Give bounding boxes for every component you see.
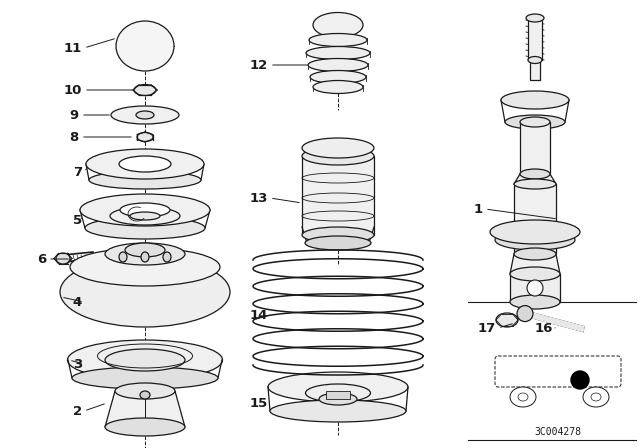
Text: 12: 12 <box>250 59 268 72</box>
Text: 2: 2 <box>73 405 82 418</box>
Ellipse shape <box>115 383 175 399</box>
Ellipse shape <box>302 147 374 165</box>
Ellipse shape <box>60 257 230 327</box>
Ellipse shape <box>310 70 366 83</box>
Ellipse shape <box>130 212 160 220</box>
Ellipse shape <box>319 393 357 405</box>
Ellipse shape <box>119 252 127 262</box>
FancyBboxPatch shape <box>495 356 621 387</box>
Bar <box>514 184 556 254</box>
Text: 10: 10 <box>63 83 82 96</box>
Ellipse shape <box>105 349 185 371</box>
Ellipse shape <box>514 248 556 260</box>
Ellipse shape <box>308 59 368 72</box>
Ellipse shape <box>305 236 371 250</box>
Ellipse shape <box>591 393 601 401</box>
Bar <box>530 60 540 80</box>
Ellipse shape <box>89 171 201 189</box>
Ellipse shape <box>137 133 153 142</box>
Text: 9: 9 <box>70 108 79 121</box>
Text: 11: 11 <box>64 42 82 55</box>
Bar <box>326 391 350 399</box>
Ellipse shape <box>141 252 149 262</box>
Text: 8: 8 <box>70 130 79 143</box>
Ellipse shape <box>80 194 210 226</box>
Text: 1: 1 <box>474 202 483 215</box>
Ellipse shape <box>528 56 542 64</box>
Circle shape <box>571 371 589 389</box>
Text: 5: 5 <box>73 214 82 227</box>
Ellipse shape <box>134 85 156 95</box>
Ellipse shape <box>86 149 204 179</box>
Ellipse shape <box>496 313 518 327</box>
Text: 14: 14 <box>250 309 268 322</box>
Text: 17: 17 <box>477 322 496 335</box>
Ellipse shape <box>306 47 370 60</box>
Text: 6: 6 <box>36 253 46 266</box>
Ellipse shape <box>270 400 406 422</box>
Ellipse shape <box>583 387 609 407</box>
Ellipse shape <box>520 169 550 179</box>
Text: 3: 3 <box>73 358 82 370</box>
Ellipse shape <box>119 156 171 172</box>
Ellipse shape <box>125 243 165 257</box>
Polygon shape <box>105 391 185 427</box>
Ellipse shape <box>510 295 560 309</box>
Ellipse shape <box>313 13 363 38</box>
Ellipse shape <box>105 418 185 436</box>
Polygon shape <box>525 311 584 332</box>
Ellipse shape <box>111 106 179 124</box>
Text: 16: 16 <box>534 322 553 335</box>
Ellipse shape <box>501 91 569 109</box>
Ellipse shape <box>136 111 154 119</box>
Ellipse shape <box>67 340 223 380</box>
Ellipse shape <box>302 138 374 158</box>
Ellipse shape <box>305 384 371 402</box>
Ellipse shape <box>70 248 220 286</box>
Ellipse shape <box>116 21 174 71</box>
Ellipse shape <box>510 267 560 281</box>
Ellipse shape <box>495 230 575 250</box>
Bar <box>528 18 542 60</box>
Ellipse shape <box>72 367 218 389</box>
Polygon shape <box>510 254 560 274</box>
Ellipse shape <box>140 391 150 399</box>
Ellipse shape <box>527 280 543 296</box>
Text: 4: 4 <box>73 296 82 309</box>
Ellipse shape <box>526 14 544 22</box>
Ellipse shape <box>490 220 580 244</box>
Ellipse shape <box>309 34 367 47</box>
Text: 15: 15 <box>250 396 268 409</box>
Bar <box>302 156 374 235</box>
Ellipse shape <box>120 203 170 217</box>
Ellipse shape <box>268 372 408 402</box>
Ellipse shape <box>518 393 528 401</box>
Ellipse shape <box>520 117 550 127</box>
Text: 13: 13 <box>250 191 268 204</box>
Ellipse shape <box>105 243 185 265</box>
Ellipse shape <box>514 179 556 189</box>
Ellipse shape <box>510 387 536 407</box>
Ellipse shape <box>110 207 180 225</box>
Polygon shape <box>514 174 556 184</box>
Bar <box>520 122 550 174</box>
Bar <box>510 274 560 302</box>
Text: 7: 7 <box>73 165 82 178</box>
Ellipse shape <box>85 217 205 239</box>
Ellipse shape <box>163 252 171 262</box>
Ellipse shape <box>517 306 533 322</box>
Ellipse shape <box>56 253 70 264</box>
Ellipse shape <box>302 227 374 243</box>
Ellipse shape <box>313 81 363 94</box>
Text: 3C004278: 3C004278 <box>534 427 582 437</box>
Ellipse shape <box>505 115 565 129</box>
